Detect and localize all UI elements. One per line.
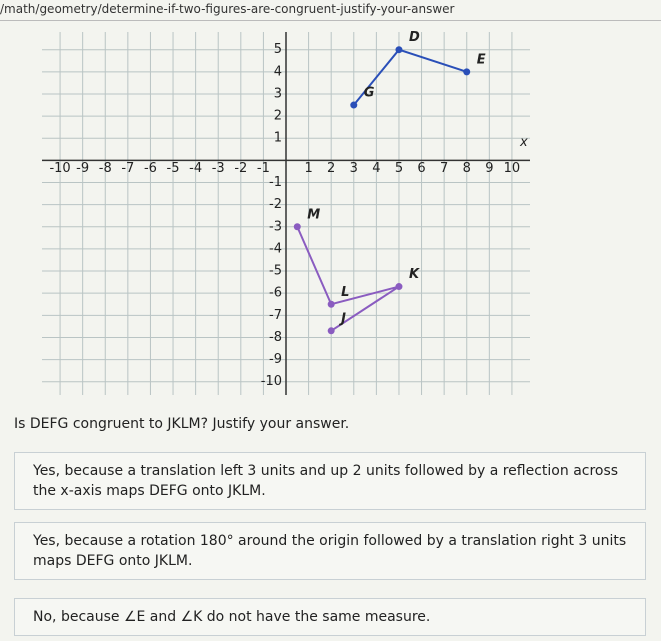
- y-tick-label: 1: [274, 131, 282, 146]
- x-axis-label: x: [519, 135, 528, 150]
- y-tick-label: 2: [274, 109, 282, 124]
- y-tick-label: -7: [269, 308, 282, 323]
- y-tick-label: -10: [261, 374, 282, 389]
- question: Is DEFG congruent to JKLM? Justify your …: [14, 416, 350, 432]
- vertex-label: M: [307, 207, 320, 222]
- coordinate-graph: -10 -9 -8 -7 -6 -5 -4 -3 -2 -1 1 2 3 4 5 6 7 8 9 10-10-9-8-…: [42, 30, 530, 395]
- x-tick-label: 6: [417, 161, 425, 176]
- x-tick-label: 9: [485, 161, 493, 176]
- vertex: [395, 46, 403, 54]
- x-tick-label: -1: [257, 161, 270, 176]
- vertex-label: D: [409, 30, 420, 45]
- x-tick-label: 4: [372, 161, 380, 176]
- y-tick-label: -8: [269, 330, 282, 345]
- y-tick-label: -3: [269, 219, 282, 234]
- x-tick-label: -8: [99, 161, 112, 176]
- x-tick-label: 1: [304, 161, 312, 176]
- x-tick-label: 5: [395, 161, 403, 176]
- x-tick-label: -10: [49, 161, 70, 176]
- y-tick-label: -6: [269, 286, 282, 301]
- x-tick-label: -5: [167, 161, 180, 176]
- vertex: [395, 283, 403, 291]
- y-tick-label: -1: [269, 175, 282, 190]
- y-tick-label: -9: [269, 352, 282, 367]
- y-tick-label: -5: [269, 264, 282, 279]
- y-tick-label: 3: [274, 86, 282, 101]
- y-tick-label: 4: [274, 64, 282, 79]
- answer-option[interactable]: No, because ∠E and ∠K do not have the sa…: [14, 598, 646, 636]
- x-tick-label: 7: [440, 161, 448, 176]
- vertex: [327, 300, 335, 308]
- vertex-label: L: [341, 285, 349, 300]
- x-tick-label: 8: [463, 161, 471, 176]
- vertex: [350, 101, 358, 109]
- vertex: [463, 68, 471, 76]
- x-tick-label: -4: [189, 161, 202, 176]
- x-tick-label: -9: [76, 161, 89, 176]
- y-tick-label: 5: [274, 42, 282, 57]
- answer-option[interactable]: Yes, because a rotation 180° around the …: [14, 522, 646, 580]
- x-tick-label: 10: [504, 161, 521, 176]
- answer-option[interactable]: Yes, because a translation left 3 units …: [14, 452, 646, 510]
- vertex-label: J: [338, 311, 346, 326]
- divider: [0, 20, 661, 21]
- vertex-label: G: [364, 86, 375, 101]
- x-tick-label: -7: [121, 161, 134, 176]
- x-tick-label: -6: [144, 161, 157, 176]
- x-tick-label: -2: [234, 161, 247, 176]
- x-tick-label: 2: [327, 161, 335, 176]
- x-tick-label: -3: [212, 161, 225, 176]
- vertex-label: K: [409, 267, 420, 282]
- y-tick-label: -2: [269, 197, 282, 212]
- vertex: [293, 223, 301, 231]
- y-tick-label: -4: [269, 241, 282, 256]
- vertex: [327, 327, 335, 335]
- url: /math/geometry/determine-if-two-figures-…: [0, 2, 455, 16]
- vertex-label: E: [477, 52, 486, 67]
- x-tick-label: 3: [350, 161, 358, 176]
- figure-outline: [296, 226, 400, 332]
